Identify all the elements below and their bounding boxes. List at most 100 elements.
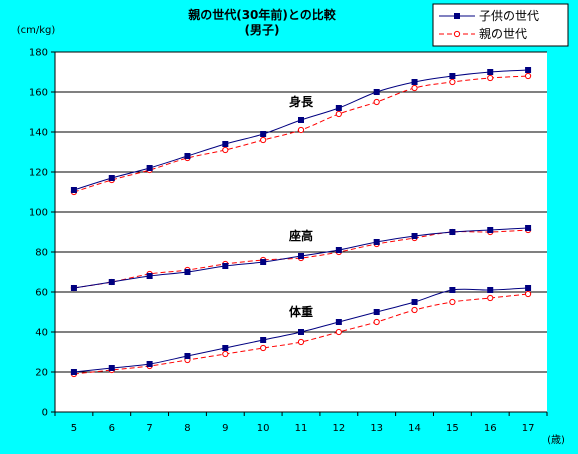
series-group-0: 身長 [70, 67, 532, 196]
y-tick-label: 160 [29, 88, 48, 99]
x-axis-label: (歳) [547, 434, 565, 446]
x-tick-label: 14 [408, 423, 421, 434]
x-tick-label: 7 [146, 423, 152, 434]
children-point [525, 225, 532, 231]
series-group-2: 体重 [70, 285, 532, 378]
x-tick-label: 13 [370, 423, 383, 434]
parents-point [260, 136, 267, 144]
y-tick-label: 60 [35, 288, 48, 299]
x-tick-label: 6 [109, 423, 115, 434]
children-point [449, 73, 456, 79]
parents-point [297, 126, 305, 134]
x-tick-label: 12 [332, 423, 345, 434]
children-point [184, 353, 191, 359]
children-point [449, 287, 456, 293]
children-point [222, 263, 229, 269]
children-point [146, 273, 153, 279]
parents-point [335, 328, 342, 336]
legend-label-parents: 親の世代 [479, 27, 527, 41]
y-axis-ticks: 0 20 40 60 80 100 120 140 160 180 [29, 48, 55, 419]
children-point [108, 279, 115, 285]
children-point [108, 365, 115, 371]
y-tick-label: 20 [35, 368, 48, 379]
children-point [335, 247, 342, 253]
children-point [184, 153, 191, 159]
children-point [487, 287, 494, 293]
parents-point [222, 350, 229, 358]
parents-point [487, 294, 494, 302]
children-point [411, 233, 418, 239]
x-tick-label: 8 [184, 423, 190, 434]
children-point [373, 89, 380, 95]
children-point [184, 269, 191, 275]
y-tick-label: 0 [42, 408, 48, 419]
children-point [525, 285, 532, 291]
children-point [146, 361, 153, 367]
parents-point [297, 338, 305, 346]
children-point [487, 69, 494, 75]
children-point [373, 239, 380, 245]
children-point [146, 165, 153, 171]
x-tick-label: 5 [71, 423, 77, 434]
children-point [70, 285, 77, 291]
series-group-label: 身長 [289, 94, 314, 109]
chart-title: 親の世代(30年前)との比較 [188, 7, 337, 22]
x-tick-label: 16 [484, 423, 497, 434]
children-point [335, 105, 342, 111]
legend-marker-children [454, 13, 460, 19]
y-tick-label: 80 [35, 248, 48, 259]
y-axis-label: (cm/kg) [17, 25, 56, 36]
parents-point [222, 146, 229, 154]
y-tick-label: 100 [29, 208, 48, 219]
children-point [449, 229, 456, 235]
chart-subtitle: (男子) [245, 23, 280, 37]
parents-point [449, 78, 456, 86]
parents-point [373, 318, 380, 326]
children-point [298, 253, 304, 259]
parents-point [411, 84, 418, 92]
x-tick-label: 9 [222, 423, 228, 434]
y-tick-label: 120 [29, 168, 48, 179]
children-point [298, 117, 304, 123]
parents-point [335, 110, 342, 118]
children-point [222, 345, 229, 351]
children-point [525, 67, 532, 73]
parents-point [524, 72, 532, 80]
legend-label-children: 子供の世代 [479, 9, 539, 23]
children-point [260, 131, 267, 137]
children-point [411, 299, 418, 305]
series-group-label: 座高 [288, 228, 313, 243]
y-tick-label: 180 [29, 48, 48, 59]
children-point [70, 187, 77, 193]
parents-point [260, 344, 267, 352]
x-tick-label: 15 [446, 423, 459, 434]
children-point [260, 337, 267, 343]
children-point [108, 175, 115, 181]
x-tick-label: 10 [257, 423, 270, 434]
legend-box [432, 3, 569, 47]
series-group-label: 体重 [289, 304, 313, 319]
parents-point [449, 298, 456, 306]
parents-point [373, 98, 380, 106]
children-point [222, 141, 229, 147]
y-tick-label: 140 [29, 128, 48, 139]
children-point [335, 319, 342, 325]
children-point [70, 369, 77, 375]
children-point [298, 329, 304, 335]
x-tick-label: 11 [295, 423, 308, 434]
series-group-1: 座高 [70, 225, 532, 292]
x-tick-label: 17 [522, 423, 535, 434]
legend: 子供の世代 親の世代 [432, 3, 569, 47]
legend-marker-parents [453, 30, 461, 38]
parents-point [487, 74, 494, 82]
x-axis-ticks: 5 6 7 8 9 10 11 12 13 14 15 16 17 [54, 412, 548, 434]
parents-point [411, 306, 418, 314]
children-point [411, 79, 418, 85]
children-point [260, 259, 267, 265]
parents-point [524, 290, 532, 298]
y-tick-label: 40 [35, 328, 48, 339]
children-point [373, 309, 380, 315]
